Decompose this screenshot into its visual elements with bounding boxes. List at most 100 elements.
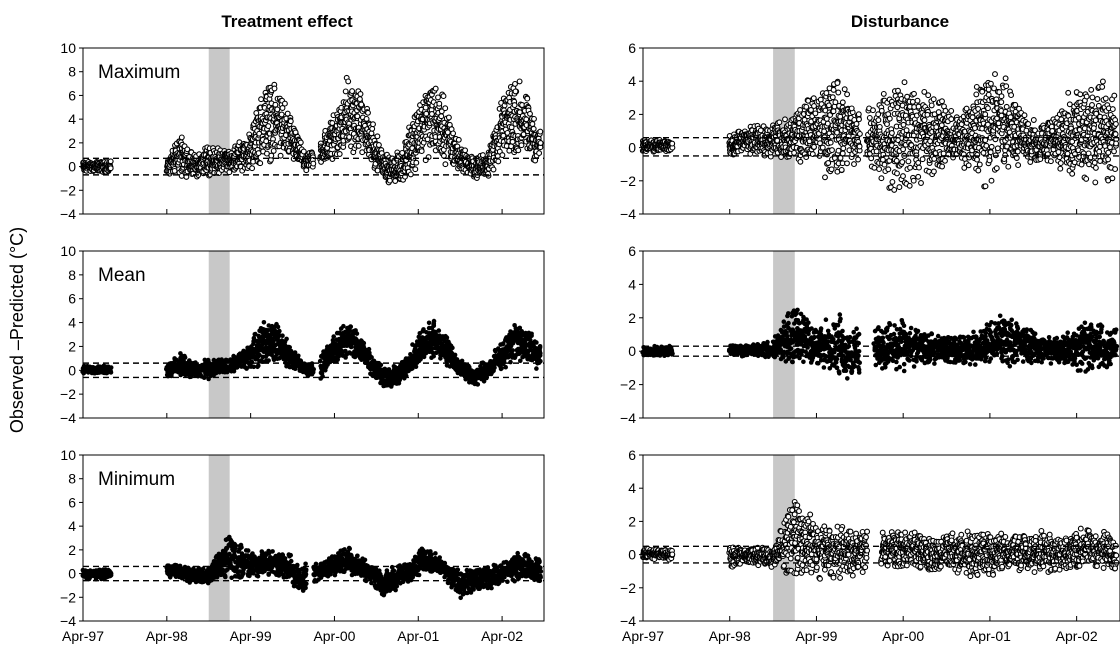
data-point [510,348,515,353]
data-point [184,146,191,153]
y-tick-label: 0 [68,159,76,175]
data-point [258,96,265,103]
data-point [297,139,304,146]
data-point [426,320,432,326]
y-tick-label: −4 [60,410,76,426]
data-point [363,115,370,122]
data-point [455,136,462,143]
data-point [270,147,277,154]
y-tick-label: 10 [60,243,76,259]
data-point [361,340,367,346]
data-point [287,118,294,125]
data-point [107,158,114,165]
data-point [432,85,439,92]
y-tick-label: 0 [68,362,76,378]
data-point [503,364,509,370]
data-point [442,161,449,168]
data-point [108,570,114,576]
data-point [462,147,469,154]
data-point [534,366,539,371]
data-point [527,110,533,117]
data-point [512,88,519,95]
data-point [537,353,543,358]
y-tick-label: 2 [68,135,76,151]
data-point [452,352,458,358]
data-point [281,100,288,107]
data-point [275,324,281,330]
data-point [272,101,279,108]
data-point [392,178,399,184]
data-point [428,111,435,117]
data-point [108,365,114,370]
data-point [277,152,284,159]
data-point [440,93,447,100]
data-point [534,340,539,345]
data-point [445,114,452,121]
data-point [530,125,537,132]
data-point [348,324,354,330]
data-point [499,152,506,159]
data-point [266,358,271,363]
data-point [274,106,281,113]
plot-frame [82,250,545,419]
data-point [442,105,449,112]
data-point [358,101,365,108]
data-point [509,138,516,145]
data-point [171,167,178,174]
column-title-treatment: Treatment effect [221,12,353,31]
data-point [255,573,261,579]
y-tick-label: 4 [68,111,76,127]
data-point [431,323,437,329]
data-point [378,362,384,368]
data-point [178,134,185,141]
shaded-period [208,251,230,418]
data-point [354,331,360,336]
data-point [345,78,352,85]
y-tick-label: 10 [60,40,76,56]
data-point [374,167,381,174]
data-point [422,104,429,111]
data-point [370,121,376,128]
data-point [516,78,523,85]
data-point [512,80,518,87]
data-point [407,171,414,178]
data-point [523,116,530,123]
data-point [524,95,531,102]
data-point [329,156,336,162]
data-point [444,335,450,340]
data-point [515,147,522,154]
data-point [341,323,346,329]
data-point [303,167,310,174]
data-point [374,133,381,140]
y-tick-label: 2 [68,338,76,354]
data-point [108,369,113,375]
data-point [475,382,481,387]
data-point [413,159,420,166]
data-point [423,110,430,117]
column-title-disturbance: Disturbance [851,12,949,31]
data-point [418,148,425,155]
data-point [268,152,275,159]
data-point [356,96,363,103]
data-point [257,160,264,167]
y-tick-label: 8 [68,267,76,283]
data-point [375,142,382,148]
y-tick-label: 8 [68,64,76,80]
data-point [369,125,376,132]
data-point [223,574,228,580]
data-points [80,318,543,389]
data-point [342,88,349,95]
data-point [518,142,525,149]
shaded-period [208,48,230,214]
data-point [284,336,289,342]
data-point [336,151,343,157]
data-point [245,548,251,553]
data-point [529,331,534,337]
data-point [107,165,114,172]
data-point [511,102,518,109]
data-points [80,534,544,601]
panel-label: Maximum [98,62,180,83]
data-point [277,328,282,334]
y-tick-label: 6 [68,87,76,103]
